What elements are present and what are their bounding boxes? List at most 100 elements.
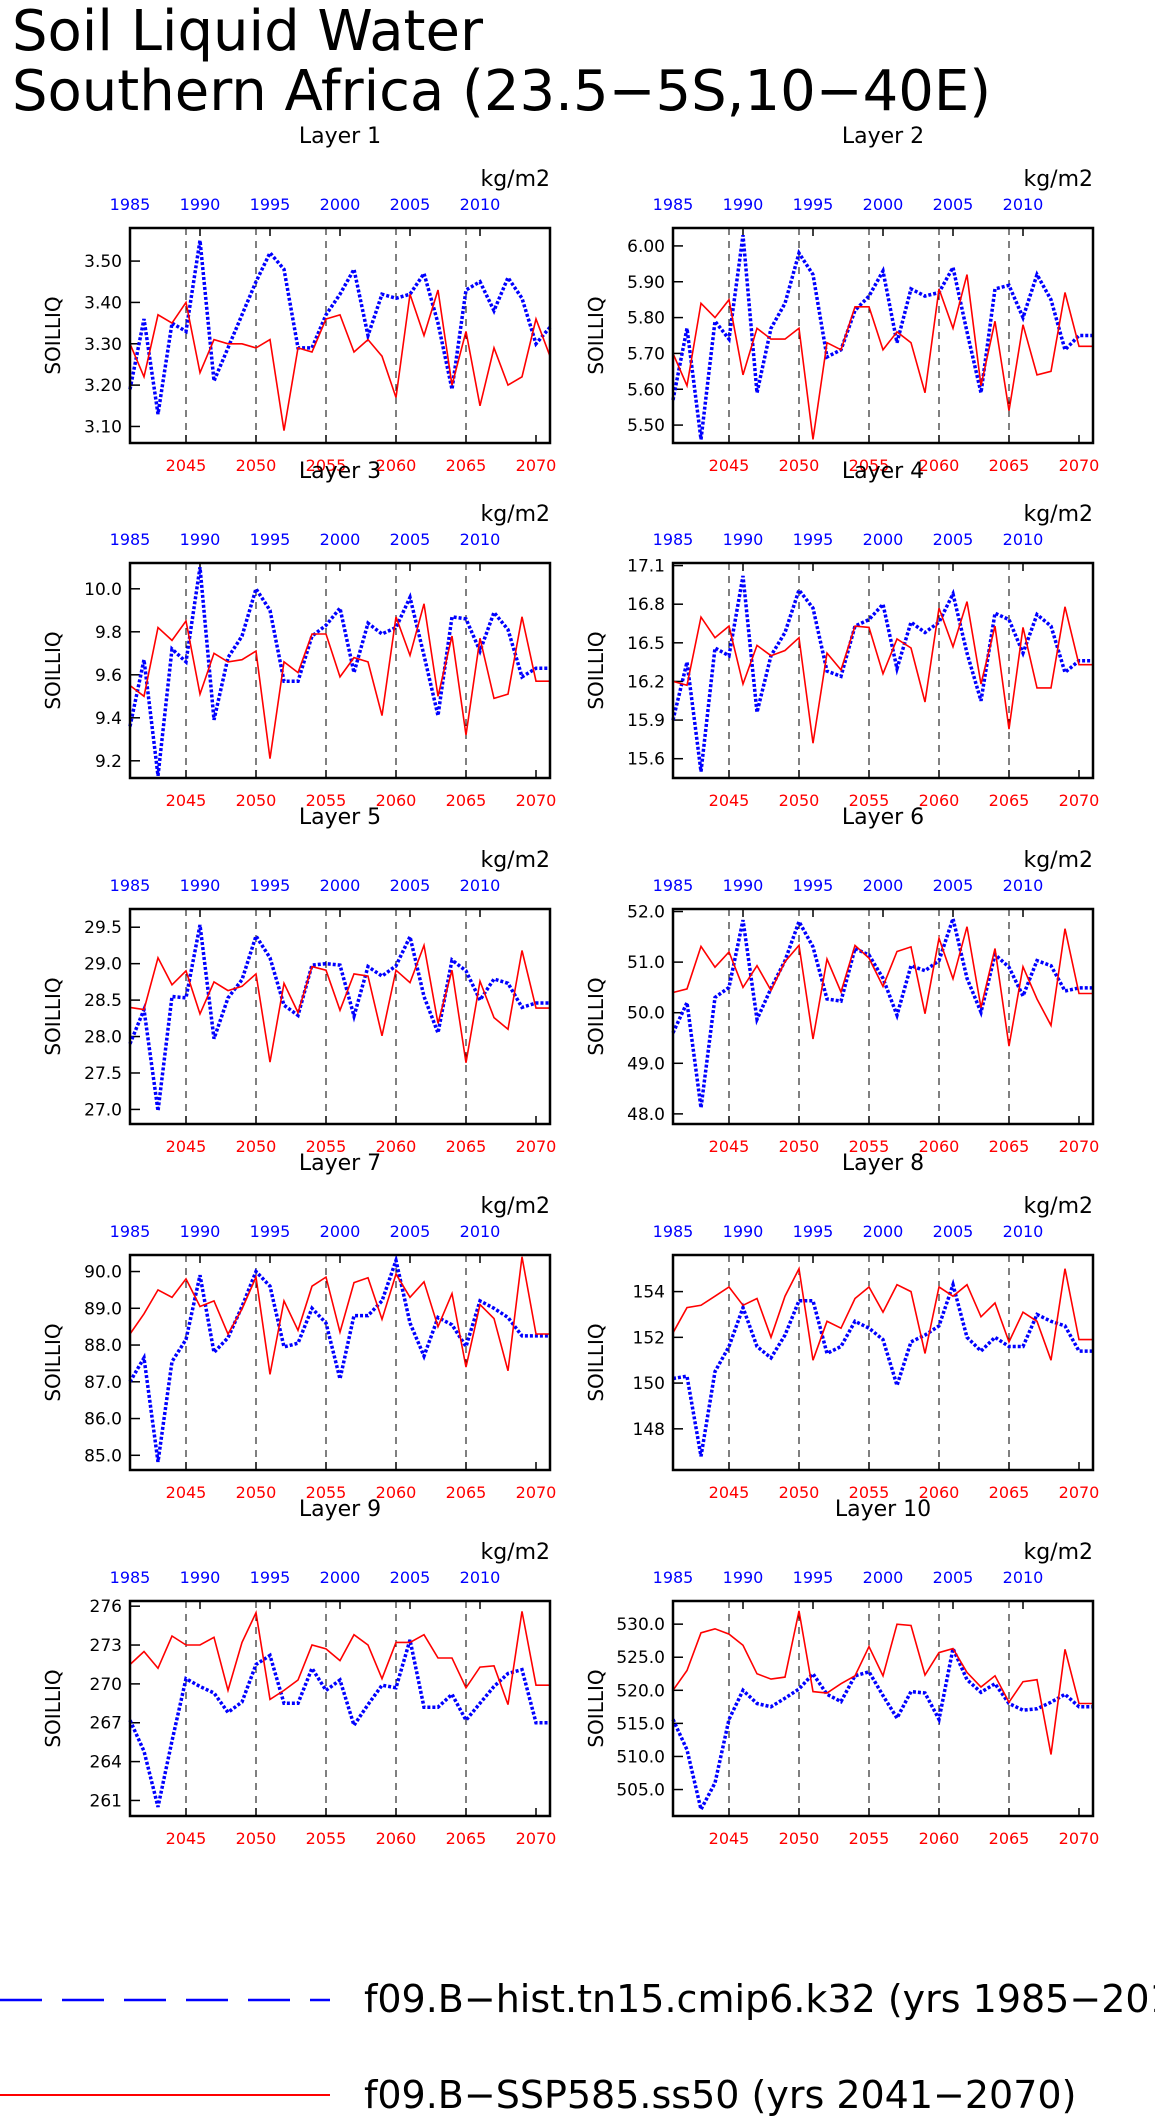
y-tick-label: 276	[90, 1597, 122, 1617]
series-historical-line	[128, 240, 552, 415]
y-tick-label: 51.0	[627, 953, 665, 973]
plot-frame	[671, 1599, 1095, 1818]
y-tick-label: 5.80	[627, 309, 665, 329]
top-x-tick-label: 2005	[933, 1568, 974, 1587]
bottom-x-tick-label: 2050	[779, 1137, 820, 1156]
top-x-tick-label: 2005	[390, 195, 431, 214]
top-x-tick-label: 2005	[390, 1568, 431, 1587]
bottom-x-tick-label: 2065	[989, 456, 1030, 475]
panel-title: Layer 4	[842, 459, 924, 484]
top-x-tick-label: 1990	[723, 530, 764, 549]
bottom-x-tick-label: 2070	[516, 456, 557, 475]
top-x-tick-label: 2010	[460, 195, 501, 214]
bottom-x-tick-label: 2045	[166, 1137, 207, 1156]
chart-panel-5: Layer 5 kg/m2 2045 2050 2055 2060 2065 2070 1985…	[41, 805, 556, 1156]
bottom-x-tick-label: 2060	[376, 1483, 417, 1502]
top-x-tick-label: 2000	[863, 1222, 904, 1241]
y-tick-label: 510.0	[616, 1747, 665, 1767]
plot-frame	[128, 1253, 552, 1472]
y-tick-label: 28.0	[84, 1028, 122, 1048]
series-historical-line	[128, 1639, 550, 1808]
y-tick-label: 16.8	[627, 595, 665, 615]
top-x-tick-label: 2005	[933, 195, 974, 214]
y-axis-label: SOILLIQ	[41, 631, 65, 709]
y-axis-label: SOILLIQ	[584, 631, 608, 709]
series-future-line	[672, 601, 1093, 744]
y-tick-label: 9.4	[95, 709, 122, 729]
bottom-x-tick-label: 2050	[236, 1483, 277, 1502]
y-tick-label: 15.9	[627, 711, 665, 731]
y-tick-label: 150	[633, 1374, 665, 1394]
top-x-tick-label: 1990	[723, 876, 764, 895]
y-axis-label: SOILLIQ	[41, 296, 65, 374]
top-x-tick-label: 1995	[793, 876, 834, 895]
top-x-tick-label: 2010	[1003, 1222, 1044, 1241]
top-x-tick-label: 1985	[653, 530, 694, 549]
series-future-line	[672, 1610, 1093, 1755]
y-tick-label: 28.5	[84, 991, 122, 1011]
units-label: kg/m2	[480, 1540, 550, 1565]
units-label: kg/m2	[480, 502, 550, 527]
y-tick-label: 9.8	[95, 623, 122, 643]
bottom-x-tick-label: 2055	[306, 1137, 347, 1156]
bottom-x-tick-label: 2065	[989, 1137, 1030, 1156]
top-x-tick-label: 1990	[180, 876, 221, 895]
bottom-x-tick-label: 2060	[919, 1137, 960, 1156]
bottom-x-tick-label: 2045	[166, 1483, 207, 1502]
plot-frame	[128, 1599, 552, 1818]
bottom-x-tick-label: 2045	[709, 1137, 750, 1156]
panel-title: Layer 3	[299, 459, 381, 484]
bottom-x-tick-label: 2055	[306, 1483, 347, 1502]
top-x-tick-label: 2005	[390, 530, 431, 549]
series-historical-line	[128, 567, 550, 777]
y-tick-label: 9.2	[95, 752, 122, 772]
bottom-x-tick-label: 2045	[709, 1829, 750, 1848]
y-tick-label: 152	[633, 1328, 665, 1348]
bottom-x-tick-label: 2050	[236, 1137, 277, 1156]
bottom-x-tick-label: 2070	[516, 791, 557, 810]
series-historical-line	[672, 1278, 1093, 1457]
bottom-x-tick-label: 2060	[376, 456, 417, 475]
top-x-tick-label: 2005	[933, 876, 974, 895]
top-x-tick-label: 1985	[653, 1568, 694, 1587]
y-tick-label: 88.0	[84, 1336, 122, 1356]
chart-panel-4: Layer 4 kg/m2 2045 2050 2055 2060 2065 2070 1985…	[584, 459, 1099, 810]
y-tick-label: 5.60	[627, 380, 665, 400]
panel-title: Layer 6	[842, 805, 924, 830]
bottom-x-tick-label: 2065	[989, 791, 1030, 810]
y-tick-label: 270	[90, 1675, 122, 1695]
bottom-x-tick-label: 2065	[989, 1829, 1030, 1848]
series-future-line	[672, 926, 1093, 1047]
top-x-tick-label: 2000	[863, 530, 904, 549]
y-tick-label: 85.0	[84, 1446, 122, 1466]
top-x-tick-label: 2005	[390, 876, 431, 895]
bottom-x-tick-label: 2070	[1059, 1829, 1100, 1848]
top-x-tick-label: 1995	[793, 1222, 834, 1241]
top-x-tick-label: 1985	[110, 530, 151, 549]
bottom-x-tick-label: 2055	[306, 1829, 347, 1848]
bottom-x-tick-label: 2045	[709, 1483, 750, 1502]
series-historical-line	[128, 924, 550, 1112]
top-x-tick-label: 2010	[460, 530, 501, 549]
top-x-tick-label: 2000	[320, 1222, 361, 1241]
bottom-x-tick-label: 2050	[236, 456, 277, 475]
bottom-x-tick-label: 2055	[849, 1137, 890, 1156]
legend-historical-label: f09.B−hist.tn15.cmip6.k32 (yrs 1985−2014…	[364, 1977, 1155, 2021]
top-x-tick-label: 1990	[180, 1568, 221, 1587]
bottom-x-tick-label: 2060	[376, 1829, 417, 1848]
y-tick-label: 5.90	[627, 273, 665, 293]
panel-title: Layer 1	[299, 124, 381, 149]
y-tick-label: 3.50	[84, 252, 122, 272]
bottom-x-tick-label: 2070	[516, 1829, 557, 1848]
top-x-tick-label: 1990	[180, 1222, 221, 1241]
chart-panel-10: Layer 10 kg/m2 2045 2050 2055 2060 2065 2070 198…	[584, 1497, 1099, 1848]
y-tick-label: 86.0	[84, 1410, 122, 1430]
panel-title: Layer 8	[842, 1151, 924, 1176]
units-label: kg/m2	[480, 848, 550, 873]
top-x-tick-label: 2000	[320, 876, 361, 895]
bottom-x-tick-label: 2070	[516, 1483, 557, 1502]
series-future-line	[129, 289, 551, 431]
y-tick-label: 27.0	[84, 1100, 122, 1120]
top-x-tick-label: 2005	[933, 530, 974, 549]
top-x-tick-label: 1995	[793, 1568, 834, 1587]
